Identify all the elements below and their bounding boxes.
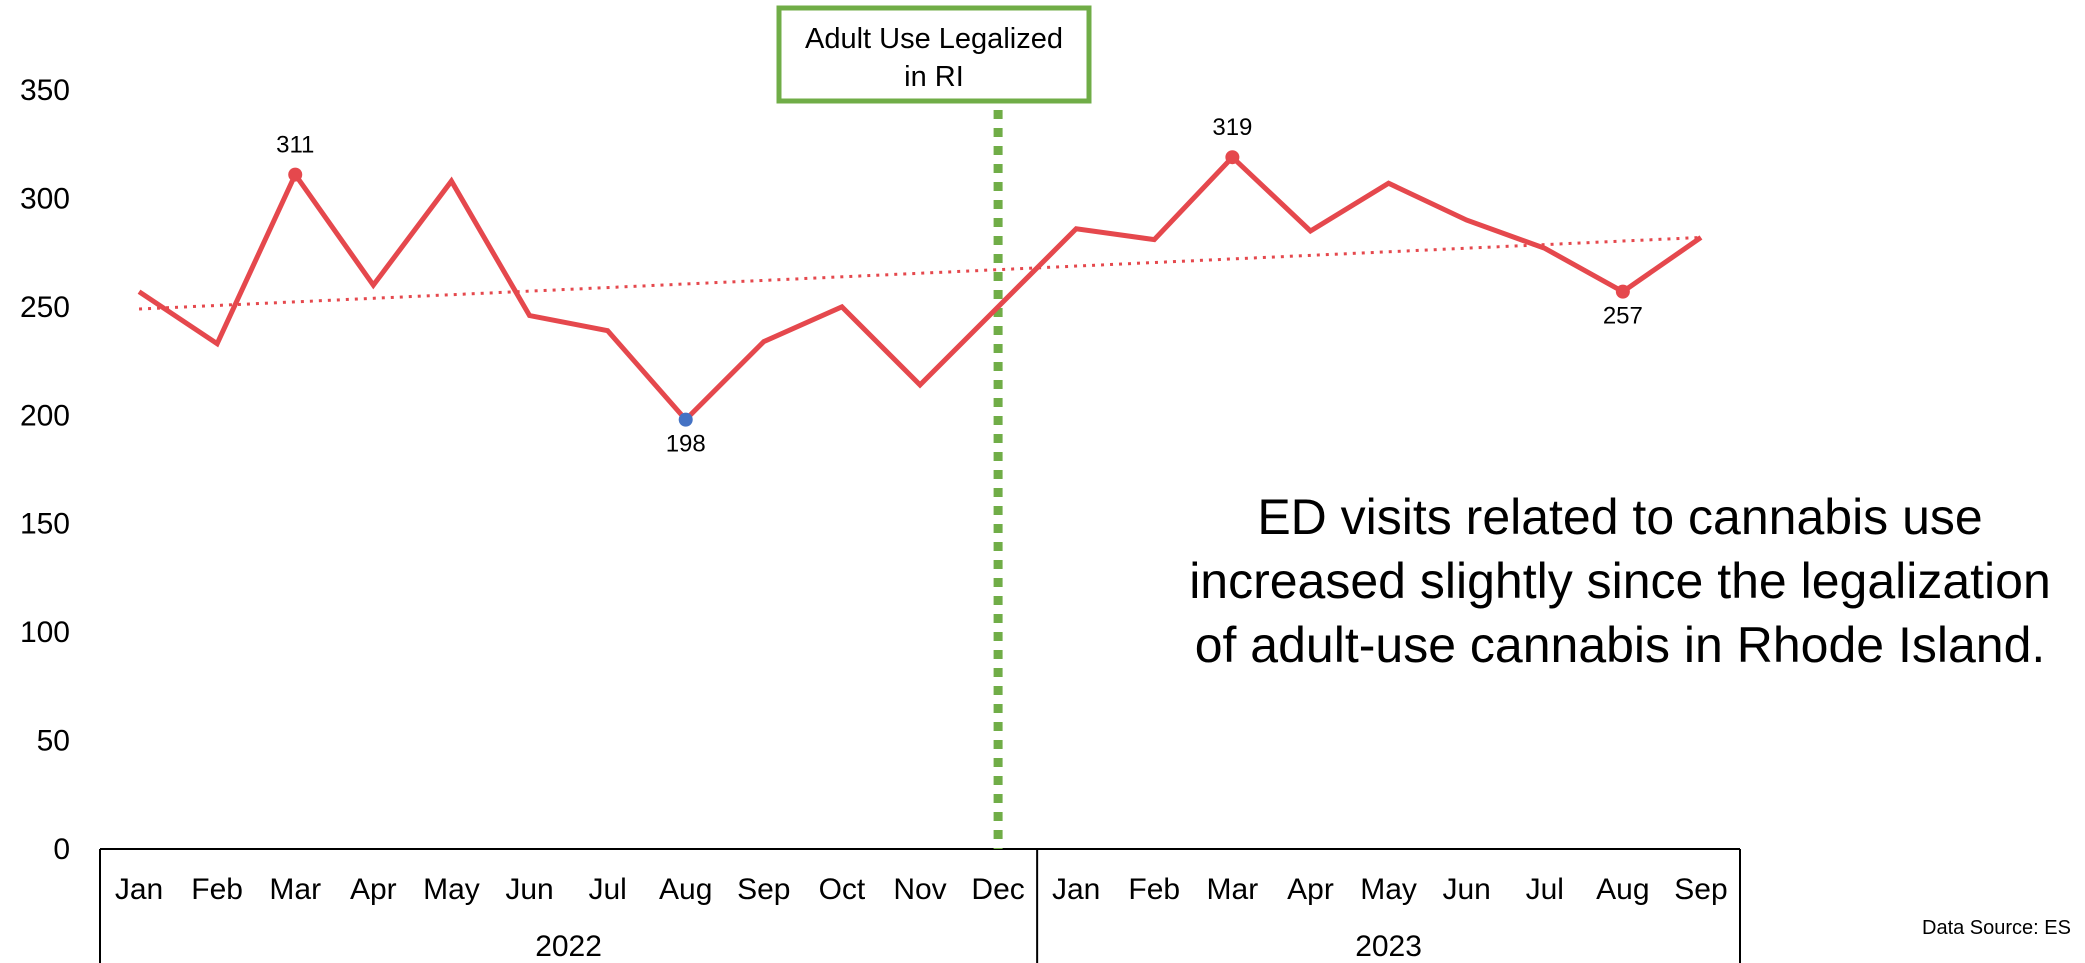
x-tick-label: Apr — [350, 873, 397, 906]
data-label: 319 — [1212, 114, 1252, 141]
x-tick-label: Mar — [269, 873, 321, 906]
x-tick-label: Apr — [1287, 873, 1334, 906]
x-tick-label: Jan — [115, 873, 163, 906]
data-label: 257 — [1603, 303, 1643, 330]
x-tick-label: Jan — [1052, 873, 1100, 906]
y-tick-label: 100 — [20, 616, 70, 649]
legalization-annotation-label: in RI — [904, 61, 964, 93]
x-tick-label: Dec — [971, 873, 1024, 906]
x-tick-label: Aug — [1596, 873, 1649, 906]
data-label: 311 — [276, 132, 314, 159]
y-tick-label: 350 — [20, 74, 70, 107]
x-tick-label: Jun — [1442, 873, 1490, 906]
headline-text: of adult-use cannabis in Rhode Island. — [1195, 617, 2046, 673]
y-tick-label: 250 — [20, 291, 70, 324]
data-source-note: Data Source: ES — [1922, 917, 2071, 939]
x-tick-label: Oct — [819, 873, 866, 906]
x-tick-label: May — [423, 873, 480, 906]
headline-text: ED visits related to cannabis use — [1257, 489, 1982, 545]
x-tick-label: Feb — [1128, 873, 1180, 906]
y-tick-label: 200 — [20, 399, 70, 432]
data-point-marker — [678, 412, 693, 427]
x-tick-label: Jul — [588, 873, 626, 906]
y-tick-label: 0 — [53, 833, 70, 866]
legalization-annotation-label: Adult Use Legalized — [805, 23, 1063, 55]
x-tick-label: Aug — [659, 873, 712, 906]
y-tick-label: 300 — [20, 182, 70, 215]
x-group-label: 2023 — [1355, 930, 1422, 963]
data-point-marker — [288, 167, 303, 182]
x-tick-label: Mar — [1207, 873, 1259, 906]
x-tick-label: Jul — [1526, 873, 1564, 906]
x-group-label: 2022 — [535, 930, 602, 963]
x-tick-label: Jun — [505, 873, 553, 906]
y-tick-label: 150 — [20, 508, 70, 541]
data-point-marker — [1615, 284, 1630, 299]
x-tick-label: Feb — [191, 873, 243, 906]
legalization-annotation-box — [776, 5, 1092, 104]
x-tick-label: Sep — [1674, 873, 1727, 906]
headline-text: increased slightly since the legalizatio… — [1189, 553, 2051, 609]
x-tick-label: Nov — [893, 873, 946, 906]
x-tick-label: Sep — [737, 873, 790, 906]
series-line — [137, 153, 1703, 424]
data-label: 198 — [666, 431, 706, 458]
y-tick-label: 50 — [37, 725, 70, 758]
x-tick-label: May — [1360, 873, 1417, 906]
trendline — [138, 235, 1702, 311]
data-point-marker — [1225, 150, 1240, 165]
